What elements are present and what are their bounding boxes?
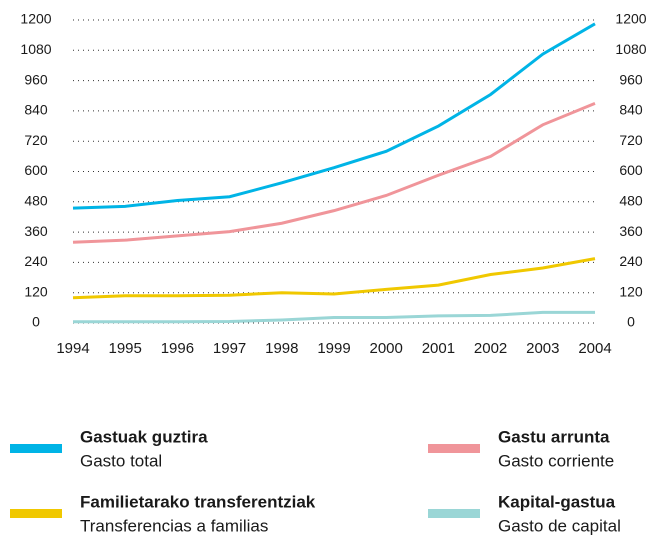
legend-label: Gastuak guztira (80, 427, 208, 446)
y-tick-label: 1200 (20, 11, 51, 27)
series-line (73, 310, 595, 324)
legend-sublabel: Transferencias a familias (80, 516, 268, 535)
legend-label: Gastu arrunta (498, 427, 610, 446)
x-tick-label: 2003 (526, 340, 559, 357)
x-tick-label: 2004 (578, 340, 611, 357)
x-tick-label: 1996 (161, 340, 194, 357)
y2-tick-label: 960 (619, 71, 643, 87)
series-line (72, 22, 596, 210)
y2-tick-label: 480 (619, 193, 643, 209)
x-tick-label: 2000 (370, 340, 403, 357)
y-tick-label: 1080 (20, 41, 51, 57)
legend-swatch (10, 444, 62, 453)
y-tick-label: 240 (24, 253, 48, 269)
legend-label: Kapital-gastua (498, 492, 616, 511)
legend-swatch (428, 444, 480, 453)
legend-swatch (10, 509, 62, 518)
y2-tick-label: 1200 (615, 11, 646, 27)
legend-swatch (428, 509, 480, 518)
x-tick-label: 1995 (109, 340, 142, 357)
x-tick-label: 1997 (213, 340, 246, 357)
y2-tick-label: 1080 (615, 41, 646, 57)
y-tick-label: 600 (24, 162, 48, 178)
y2-tick-label: 840 (619, 102, 643, 118)
y2-tick-label: 0 (627, 314, 635, 330)
y-tick-label: 720 (24, 132, 48, 148)
y2-tick-label: 720 (619, 132, 643, 148)
y2-tick-label: 600 (619, 162, 643, 178)
y2-tick-label: 120 (619, 283, 643, 299)
x-tick-label: 1994 (56, 340, 89, 357)
y2-tick-label: 240 (619, 253, 643, 269)
legend-sublabel: Gasto corriente (498, 451, 614, 470)
y-tick-label: 360 (24, 223, 48, 239)
y-tick-label: 960 (24, 71, 48, 87)
series-line (72, 257, 596, 300)
x-tick-label: 1998 (265, 340, 298, 357)
y-tick-label: 0 (32, 314, 40, 330)
legend-sublabel: Gasto total (80, 451, 162, 470)
y-tick-label: 120 (24, 283, 48, 299)
y-tick-label: 840 (24, 102, 48, 118)
y-tick-label: 480 (24, 193, 48, 209)
x-tick-label: 1999 (317, 340, 350, 357)
series-line (72, 101, 596, 244)
legend-label: Familietarako transferentziak (80, 492, 316, 511)
legend-sublabel: Gasto de capital (498, 516, 621, 535)
x-tick-label: 2002 (474, 340, 507, 357)
y2-tick-label: 360 (619, 223, 643, 239)
x-tick-label: 2001 (422, 340, 455, 357)
